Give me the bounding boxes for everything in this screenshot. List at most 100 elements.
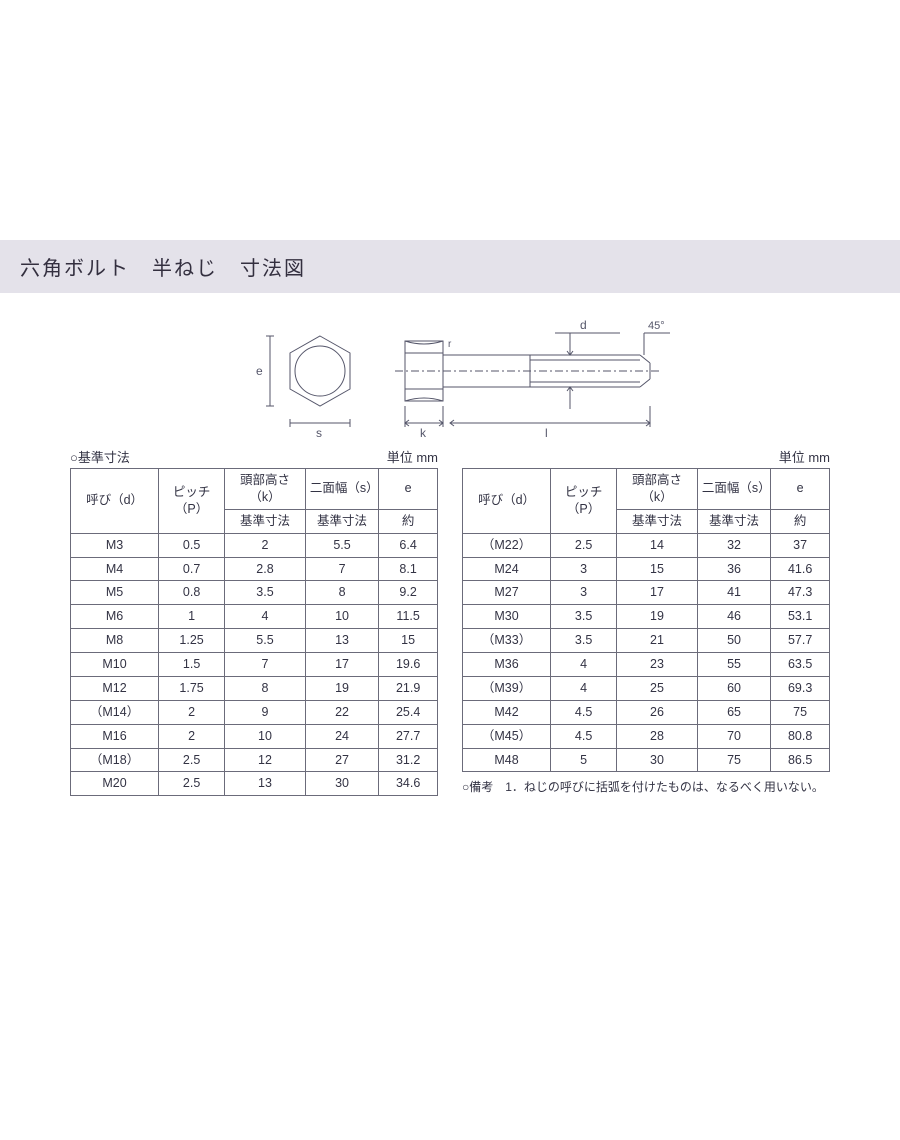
table-cell: 57.7: [771, 629, 830, 653]
table-cell: 2: [159, 724, 225, 748]
table-cell: 32: [697, 533, 770, 557]
table-cell: 19: [305, 676, 378, 700]
col-yobi: 呼び（d）: [71, 469, 159, 534]
table-cell: 41.6: [771, 557, 830, 581]
table-row: M202.5133034.6: [71, 772, 438, 796]
table-row: （M39）4256069.3: [463, 676, 830, 700]
table-cell: （M14）: [71, 700, 159, 724]
col-sub-std: 基準寸法: [617, 509, 698, 533]
table-cell: 17: [617, 581, 698, 605]
table-cell: 31.2: [379, 748, 438, 772]
col-width: 二面幅（s）: [305, 469, 378, 510]
table-cell: 55: [697, 653, 770, 677]
table-cell: 9.2: [379, 581, 438, 605]
table-cell: 0.7: [159, 557, 225, 581]
table-cell: 7: [225, 653, 306, 677]
table-cell: 30: [305, 772, 378, 796]
table-cell: （M18）: [71, 748, 159, 772]
table-row: （M22）2.5143237: [463, 533, 830, 557]
table-row: M303.5194653.1: [463, 605, 830, 629]
table-cell: M42: [463, 700, 551, 724]
table-cell: 3.5: [551, 605, 617, 629]
table-cell: M48: [463, 748, 551, 772]
table-cell: 36: [697, 557, 770, 581]
col-sub-std: 基準寸法: [225, 509, 306, 533]
col-sub-approx: 約: [771, 509, 830, 533]
table-row: M364235563.5: [463, 653, 830, 677]
table-cell: 21: [617, 629, 698, 653]
table-cell: 9: [225, 700, 306, 724]
table-row: M162102427.7: [71, 724, 438, 748]
col-sub-approx: 約: [379, 509, 438, 533]
table-cell: M4: [71, 557, 159, 581]
col-e: e: [771, 469, 830, 510]
col-pitch: ピッチ （P）: [159, 469, 225, 534]
table-row: M81.255.51315: [71, 629, 438, 653]
table-cell: （M22）: [463, 533, 551, 557]
col-e: e: [379, 469, 438, 510]
dim-label-45: 45°: [648, 320, 665, 332]
table-cell: 3.5: [551, 629, 617, 653]
page-title: 六角ボルト 半ねじ 寸法図: [0, 240, 900, 293]
table-cell: 4.5: [551, 700, 617, 724]
unit-label: 単位 mm: [779, 447, 830, 466]
table-cell: M24: [463, 557, 551, 581]
col-head: 頭部高さ（k）: [225, 469, 306, 510]
table-cell: 37: [771, 533, 830, 557]
table-cell: 17: [305, 653, 378, 677]
table-cell: 13: [225, 772, 306, 796]
table-cell: M3: [71, 533, 159, 557]
table-cell: 86.5: [771, 748, 830, 772]
table-cell: 2: [159, 700, 225, 724]
bolt-dimension-diagram: e s r: [0, 311, 900, 441]
table-cell: 23: [617, 653, 698, 677]
table-cell: 5.5: [305, 533, 378, 557]
table-cell: 80.8: [771, 724, 830, 748]
table-cell: 65: [697, 700, 770, 724]
table-cell: 75: [697, 748, 770, 772]
table-cell: 27: [305, 748, 378, 772]
dim-label-l: l: [545, 426, 548, 440]
table-cell: M20: [71, 772, 159, 796]
table-cell: 34.6: [379, 772, 438, 796]
table-cell: 46: [697, 605, 770, 629]
table-cell: 21.9: [379, 676, 438, 700]
table-cell: 5.5: [225, 629, 306, 653]
table-cell: 30: [617, 748, 698, 772]
table-cell: 41: [697, 581, 770, 605]
dim-label-e: e: [256, 364, 263, 378]
table-cell: 8: [225, 676, 306, 700]
col-pitch: ピッチ （P）: [551, 469, 617, 534]
table-cell: 10: [225, 724, 306, 748]
table-cell: 3: [551, 557, 617, 581]
table-row: （M14）292225.4: [71, 700, 438, 724]
table-row: M243153641.6: [463, 557, 830, 581]
footnote: ○備考 1．ねじの呼びに括弧を付けたものは、なるべく用いない。: [462, 778, 830, 795]
table-cell: 19: [617, 605, 698, 629]
table-cell: 12: [225, 748, 306, 772]
table-cell: 4.5: [551, 724, 617, 748]
table-row: M40.72.878.1: [71, 557, 438, 581]
table-row: （M45）4.5287080.8: [463, 724, 830, 748]
table-row: M6141011.5: [71, 605, 438, 629]
table-cell: 47.3: [771, 581, 830, 605]
table-cell: 7: [305, 557, 378, 581]
dim-label-s: s: [316, 426, 322, 440]
table-cell: 6.4: [379, 533, 438, 557]
table-cell: 4: [551, 653, 617, 677]
table-cell: 5: [551, 748, 617, 772]
table-cell: 10: [305, 605, 378, 629]
spec-table-left: 呼び（d） ピッチ （P） 頭部高さ（k） 二面幅（s） e 基準寸法 基準寸法…: [70, 468, 438, 796]
table-cell: （M39）: [463, 676, 551, 700]
table-cell: 0.8: [159, 581, 225, 605]
table-cell: 1: [159, 605, 225, 629]
table-cell: 53.1: [771, 605, 830, 629]
table-cell: 19.6: [379, 653, 438, 677]
col-sub-std: 基準寸法: [697, 509, 770, 533]
dim-label-r: r: [448, 339, 452, 350]
table-cell: 25: [617, 676, 698, 700]
col-sub-std: 基準寸法: [305, 509, 378, 533]
table-cell: 2.5: [159, 772, 225, 796]
table-cell: 14: [617, 533, 698, 557]
table-cell: 8.1: [379, 557, 438, 581]
